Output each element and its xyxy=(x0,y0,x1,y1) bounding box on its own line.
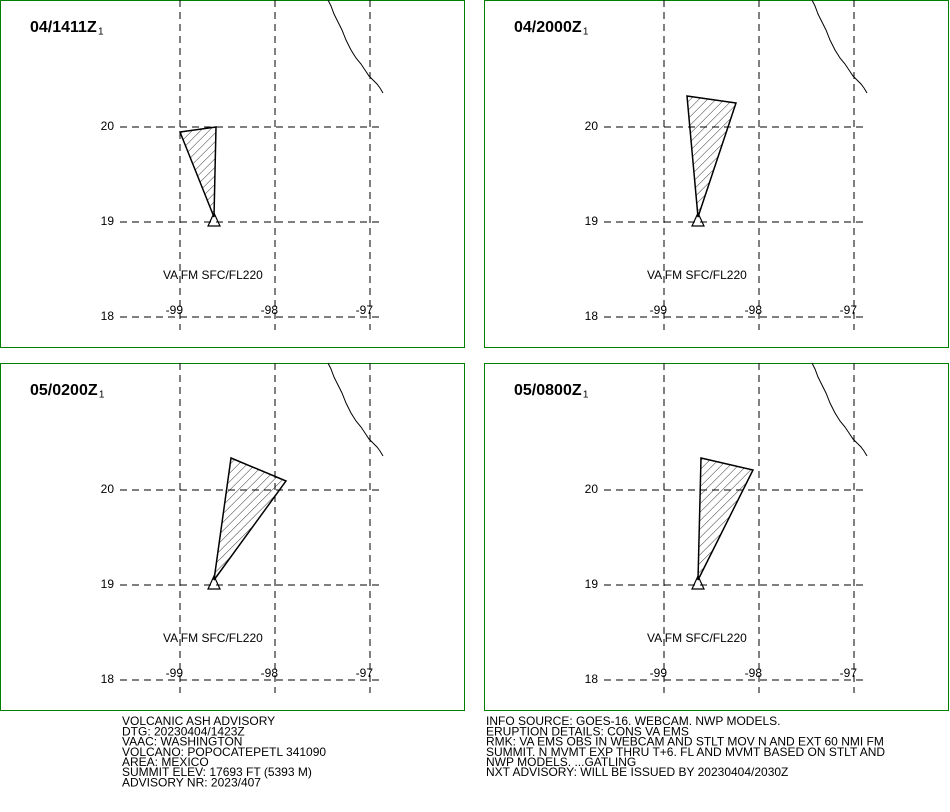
panel-border xyxy=(484,363,949,711)
advisory-line: VAAC: WASHINGTON xyxy=(122,735,242,749)
ash-plume xyxy=(178,126,217,218)
volcano-marker xyxy=(691,574,705,590)
lon-label: -98 xyxy=(261,666,279,680)
lat-label: 20 xyxy=(585,119,599,133)
lon-label: -97 xyxy=(840,666,858,680)
lat-label: 18 xyxy=(101,672,115,686)
ash-plume xyxy=(686,95,737,218)
lat-label: 20 xyxy=(101,482,115,496)
advisory-line: INFO SOURCE: GOES-16. WEBCAM. NWP MODELS… xyxy=(486,714,781,728)
coastline xyxy=(327,0,384,94)
advisory-line: ERUPTION DETAILS: CONS VA EMS xyxy=(486,724,689,738)
lon-label: -99 xyxy=(650,666,668,680)
plume-level: VA FM SFC/FL220 xyxy=(163,268,263,282)
advisory-line: RMK: VA EMS OBS IN WEBCAM AND STLT MOV N… xyxy=(486,735,884,749)
ash-plume xyxy=(213,456,288,581)
lon-label: -98 xyxy=(261,303,279,317)
lat-label: 20 xyxy=(585,482,599,496)
panel-border xyxy=(0,363,465,711)
coastline xyxy=(811,362,868,457)
lat-label: 20 xyxy=(101,119,115,133)
plume-level: VA FM SFC/FL220 xyxy=(163,631,263,645)
valid-time-suffix: 1 xyxy=(99,390,105,401)
lon-label: -97 xyxy=(356,303,374,317)
lon-label: -98 xyxy=(745,303,763,317)
coastline xyxy=(811,0,868,94)
volcano-marker xyxy=(207,574,221,590)
valid-time: 05/0200Z xyxy=(30,382,98,399)
advisory-line: VOLCANO: POPOCATEPETL 341090 xyxy=(122,745,326,759)
lat-label: 18 xyxy=(101,309,115,323)
valid-time-suffix: 1 xyxy=(583,390,589,401)
map-panel: 20 19 18 -99 -98 -97 05/0200Z 1 VA FM SFC/FL220 xyxy=(0,362,465,711)
lat-label: 18 xyxy=(585,309,599,323)
panel-border xyxy=(0,0,465,348)
advisory-line: SUMMIT. N MVMT EXP THRU T+6. FL AND MVMT… xyxy=(486,745,885,759)
panel-border xyxy=(484,0,949,348)
map-panel: 20 19 18 -99 -98 -97 04/1411Z 1 VA FM SFC/FL220 xyxy=(0,0,465,348)
plume-level: VA FM SFC/FL220 xyxy=(647,268,747,282)
lon-label: -97 xyxy=(356,666,374,680)
map-panel: 20 19 18 -99 -98 -97 04/2000Z 1 VA FM SFC/FL220 xyxy=(484,0,949,348)
valid-time-suffix: 1 xyxy=(583,27,589,38)
ash-plume xyxy=(697,457,755,581)
advisory-line: SUMMIT ELEV: 17693 FT (5393 M) xyxy=(122,765,312,779)
lat-label: 19 xyxy=(101,577,115,591)
map-panel: 20 19 18 -99 -98 -97 05/0800Z 1 VA FM SFC/FL220 xyxy=(484,362,949,711)
lon-label: -97 xyxy=(840,303,858,317)
lon-label: -99 xyxy=(166,303,184,317)
lat-label: 19 xyxy=(585,577,599,591)
advisory-line: AREA: MEXICO xyxy=(122,755,209,769)
lat-label: 18 xyxy=(585,672,599,686)
plume-level: VA FM SFC/FL220 xyxy=(647,631,747,645)
lat-label: 19 xyxy=(101,214,115,228)
valid-time: 04/2000Z xyxy=(514,19,582,36)
lon-label: -98 xyxy=(745,666,763,680)
valid-time: 05/0800Z xyxy=(514,382,582,399)
advisory-line: ADVISORY NR: 2023/407 xyxy=(122,775,261,789)
volcano-marker xyxy=(207,211,221,227)
advisory-line: DTG: 20230404/1423Z xyxy=(122,724,245,738)
advisory-line: NWP MODELS. ...GATLING xyxy=(486,755,636,769)
valid-time-suffix: 1 xyxy=(98,27,104,38)
lon-label: -99 xyxy=(166,666,184,680)
volcano-marker xyxy=(691,211,705,227)
advisory-line: NXT ADVISORY: WILL BE ISSUED BY 20230404… xyxy=(486,765,788,779)
lon-label: -99 xyxy=(650,303,668,317)
valid-time: 04/1411Z xyxy=(30,19,97,36)
lat-label: 19 xyxy=(585,214,599,228)
coastline xyxy=(327,362,384,457)
advisory-line: VOLCANIC ASH ADVISORY xyxy=(122,714,275,728)
